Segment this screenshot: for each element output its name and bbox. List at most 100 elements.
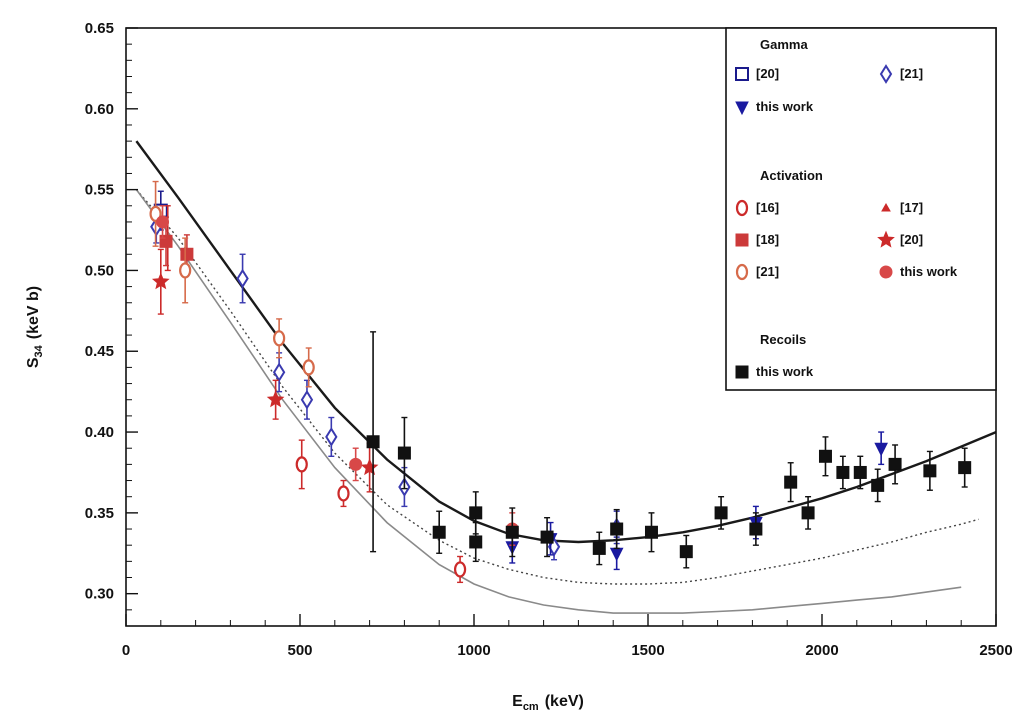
point-act_this — [349, 457, 363, 471]
legend-group-title-activation: Activation — [760, 168, 823, 183]
legend-label-act-this: this work — [900, 264, 958, 279]
y-axis-title-symbol: S — [25, 357, 42, 368]
legend-label-gamma-this: this work — [756, 99, 814, 114]
point-recoil_this — [397, 446, 411, 460]
legend-marker-act-18 — [735, 233, 749, 247]
point-recoil_this — [749, 522, 763, 536]
y-tick-label: 0.60 — [85, 101, 114, 118]
legend-marker-act-this — [879, 265, 893, 279]
y-tick-label: 0.35 — [85, 505, 114, 522]
y-axis-title-sub: 34 — [33, 344, 45, 357]
point-recoil_this — [610, 522, 624, 536]
y-axis-title-unit: (keV b) — [25, 286, 42, 339]
point-act_16 — [337, 485, 350, 502]
legend-label-act-16: [16] — [756, 200, 779, 215]
point-act_this — [156, 215, 170, 229]
legend-symbol-recoil_this — [735, 365, 749, 379]
point-recoil_this — [644, 525, 658, 539]
point-act_21 — [302, 359, 315, 376]
legend-symbol-act_16 — [735, 199, 749, 217]
point-recoil_this — [469, 506, 483, 520]
point-recoil_this — [923, 464, 937, 478]
point-recoil_this — [540, 530, 554, 544]
legend-marker-gamma-20 — [735, 67, 749, 81]
point-gamma_21 — [300, 389, 314, 410]
point-recoil_this — [784, 475, 798, 489]
point-recoil_this — [366, 435, 380, 449]
y-tick-label: 0.45 — [85, 343, 114, 360]
point-recoil_this — [958, 461, 972, 475]
point-gamma_this — [874, 442, 888, 457]
legend-label-act-20: [20] — [900, 232, 923, 247]
x-axis-title: Ecm (keV) — [512, 693, 584, 711]
curve-model-dashed — [135, 189, 979, 585]
x-axis-title-sub: cm — [523, 701, 539, 711]
legend-symbol-act_17 — [881, 202, 891, 212]
y-tick-label: 0.50 — [85, 262, 114, 279]
markers-layer — [149, 180, 972, 584]
point-recoil_this — [469, 535, 483, 549]
point-gamma_this — [609, 547, 624, 562]
x-tick-label: 1000 — [457, 642, 490, 659]
legend-label-gamma-20: [20] — [756, 66, 779, 81]
point-act_18 — [180, 247, 194, 261]
legend-symbol-act_21 — [735, 263, 749, 281]
y-tick-label: 0.55 — [85, 182, 114, 199]
legend-marker-act-17 — [881, 202, 891, 212]
curve-fit-solid — [135, 140, 997, 544]
point-recoil_this — [836, 465, 850, 479]
point-recoil_this — [679, 545, 693, 559]
x-tick-label: 2500 — [979, 642, 1012, 659]
legend-marker-recoil-this — [735, 365, 749, 379]
point-act_16 — [453, 561, 467, 578]
point-recoil_this — [801, 506, 815, 520]
point-recoil_this — [853, 465, 867, 479]
legend-marker-gamma-this — [735, 101, 749, 116]
legend-label-act-17: [17] — [900, 200, 923, 215]
legend-box — [725, 27, 997, 391]
point-recoil_this — [888, 457, 902, 471]
x-tick-label: 0 — [122, 642, 130, 659]
y-axis-title: S34 (keV b) — [25, 286, 45, 368]
y-tick-label: 0.65 — [85, 20, 114, 37]
legend-symbol-gamma_21 — [879, 64, 893, 84]
point-act_20 — [266, 390, 285, 408]
point-recoil_this — [818, 449, 832, 463]
point-recoil_this — [432, 525, 446, 539]
legend-group-title-gamma: Gamma — [760, 37, 808, 52]
point-gamma_21 — [272, 362, 286, 383]
point-recoil_this — [714, 506, 728, 520]
legend-group-title-recoils: Recoils — [760, 332, 806, 347]
y-tick-label: 0.40 — [85, 424, 114, 441]
ticks-layer: 0 500 1000 1500 2000 2500 0.30 0.35 0.40 0.45 0.50… — [85, 20, 1013, 659]
point-gamma_21 — [325, 427, 338, 447]
legend-symbol-act_20 — [877, 230, 895, 248]
point-recoil_this — [505, 525, 519, 539]
legend: Gamma [20] [21] this work Activation [16… — [725, 27, 997, 391]
legend-label-act-18: [18] — [756, 232, 779, 247]
curve-model-gray — [135, 189, 962, 614]
legend-symbol-act_this — [879, 265, 893, 279]
point-act_16 — [295, 456, 308, 473]
x-tick-label: 1500 — [631, 642, 664, 659]
legend-marker-act-20 — [877, 230, 895, 248]
x-tick-label: 2000 — [805, 642, 838, 659]
legend-symbol-gamma_20 — [735, 67, 749, 81]
point-recoil_this — [871, 478, 885, 492]
legend-label-recoil-this: this work — [756, 364, 814, 379]
legend-symbol-act_18 — [735, 233, 749, 247]
legend-marker-gamma-21 — [879, 64, 893, 84]
legend-label-act-21: [21] — [756, 264, 779, 279]
curves-layer — [135, 140, 997, 614]
y-tick-label: 0.30 — [85, 586, 114, 603]
point-recoil_this — [592, 541, 606, 555]
legend-marker-act-21 — [735, 263, 749, 281]
point-act_21 — [273, 330, 286, 347]
x-axis-title-symbol: E — [512, 693, 523, 710]
legend-marker-act-16 — [735, 199, 749, 217]
x-axis-title-unit: (keV) — [545, 693, 584, 710]
x-tick-label: 500 — [287, 642, 312, 659]
point-act_20 — [151, 272, 170, 290]
legend-label-gamma-21: [21] — [900, 66, 923, 81]
